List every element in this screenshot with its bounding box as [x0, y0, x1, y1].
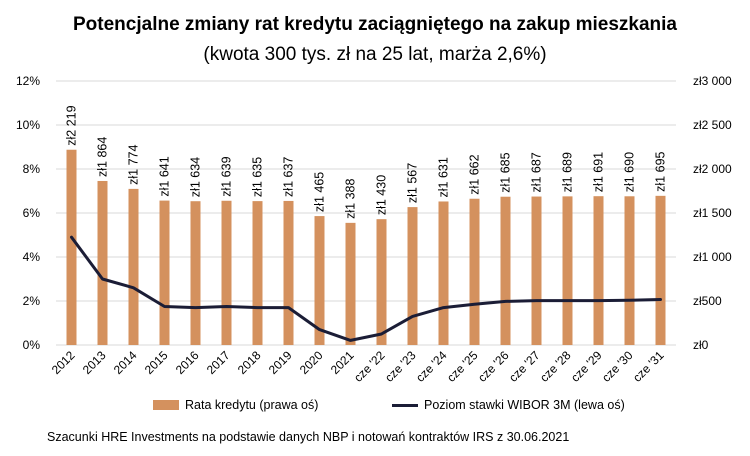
- x-axis-tick-label: 2016: [173, 348, 202, 377]
- bar: [159, 200, 170, 345]
- legend-swatch-bar: [153, 400, 179, 410]
- bar-data-label: zł1 774: [127, 145, 141, 185]
- bar-data-label: zł1 465: [313, 172, 327, 212]
- bar: [531, 196, 542, 345]
- series-line: [70, 235, 662, 342]
- x-axis-tick-label: cze '31: [630, 348, 667, 385]
- bar-data-label: zł1 690: [623, 152, 637, 192]
- left-axis-tick-label: 12%: [16, 74, 40, 88]
- footnote: Szacunki HRE Investments na podstawie da…: [47, 430, 570, 444]
- bar: [66, 149, 77, 345]
- bar-series: [66, 149, 666, 345]
- x-axis-tick-label: 2019: [266, 348, 295, 377]
- x-axis-tick-label: cze '26: [475, 348, 512, 385]
- x-axis-tick-label: cze '28: [537, 348, 574, 385]
- right-axis-ticks: zł0 zł500 zł1 000 zł1 500 zł2 000 zł2 500 zł3 …: [693, 74, 732, 352]
- x-axis-tick-label: 2017: [204, 348, 233, 377]
- legend-label-bar: Rata kredytu (prawa oś): [185, 398, 319, 412]
- bar-data-label: zł1 637: [282, 157, 296, 197]
- x-axis-tick-label: cze '24: [413, 348, 450, 385]
- bar-data-label: zł1 687: [530, 152, 544, 192]
- bar-data-label: zł1 430: [375, 175, 389, 215]
- bar-data-label: zł1 691: [592, 152, 606, 192]
- bar-data-label: zł1 639: [220, 156, 234, 196]
- combo-chart: zł2 219 zł1 864 zł1 774 zł1 641 zł1 634 zł1 6…: [16, 74, 732, 385]
- right-axis-tick-label: zł1 000: [693, 250, 732, 264]
- bar: [376, 219, 387, 345]
- bar: [469, 198, 480, 345]
- x-axis-tick-label: cze '27: [506, 348, 543, 385]
- x-axis-tick-label: 2013: [80, 348, 109, 377]
- bar-data-label: zł1 388: [344, 179, 358, 219]
- x-axis-tick-label: cze '30: [599, 348, 636, 385]
- x-axis-tick-label: cze '23: [382, 348, 419, 385]
- gridlines: [56, 80, 676, 346]
- bar: [655, 195, 666, 345]
- line-series: [70, 235, 662, 342]
- bar-data-label: zł1 864: [96, 137, 110, 177]
- bar-data-label: zł1 695: [654, 151, 668, 191]
- right-axis-tick-label: zł2 500: [693, 118, 732, 132]
- chart-title: Potencjalne zmiany rat kredytu zaciągnię…: [73, 14, 677, 35]
- left-axis-tick-label: 8%: [23, 162, 41, 176]
- x-axis-tick-label: 2014: [111, 348, 140, 377]
- bar: [97, 180, 108, 345]
- x-axis-tick-label: cze '29: [568, 348, 605, 385]
- bar: [624, 196, 635, 345]
- bar-data-label: zł1 635: [251, 157, 265, 197]
- bar-data-label: zł1 685: [499, 152, 513, 192]
- left-axis-tick-label: 2%: [23, 294, 41, 308]
- bar: [438, 201, 449, 345]
- bar: [221, 200, 232, 345]
- x-axis-tick-label: 2012: [49, 348, 78, 377]
- left-axis-tick-label: 4%: [23, 250, 41, 264]
- bar: [283, 200, 294, 345]
- bar-data-label: zł2 219: [65, 105, 79, 145]
- bar-data-labels: zł2 219 zł1 864 zł1 774 zł1 641 zł1 634 zł1 6…: [65, 105, 668, 218]
- bar-data-label: zł1 662: [468, 154, 482, 194]
- x-axis-tick-label: 2020: [297, 348, 326, 377]
- bar-data-label: zł1 631: [437, 157, 451, 197]
- right-axis-tick-label: zł0: [693, 338, 709, 352]
- right-axis-tick-label: zł1 500: [693, 206, 732, 220]
- bar-data-label: zł1 567: [406, 163, 420, 203]
- bar-data-label: zł1 689: [561, 152, 575, 192]
- x-axis-tick-label: cze '25: [444, 348, 481, 385]
- left-axis-tick-label: 10%: [16, 118, 40, 132]
- x-axis-tick-label: cze '22: [351, 348, 388, 385]
- x-axis-ticks: 2012 2013 2014 2015 2016 2017 2018 2019 2020 2021…: [49, 348, 667, 385]
- bar-data-label: zł1 634: [189, 157, 203, 197]
- right-axis-tick-label: zł3 000: [693, 74, 732, 88]
- bar: [345, 222, 356, 345]
- left-axis-tick-label: 6%: [23, 206, 41, 220]
- bar: [252, 201, 263, 345]
- x-axis-tick-label: 2015: [142, 348, 171, 377]
- left-axis-tick-label: 0%: [23, 338, 41, 352]
- legend-label-line: Poziom stawki WIBOR 3M (lewa oś): [424, 398, 625, 412]
- bar: [128, 188, 139, 345]
- bar: [190, 201, 201, 345]
- legend-swatch-line: [392, 403, 418, 407]
- right-axis-tick-label: zł500: [693, 294, 722, 308]
- legend-item-line: Poziom stawki WIBOR 3M (lewa oś): [392, 398, 625, 412]
- legend-item-bar: Rata kredytu (prawa oś): [153, 398, 318, 412]
- bar-data-label: zł1 641: [158, 156, 172, 196]
- bar: [500, 196, 511, 345]
- bar: [314, 216, 325, 345]
- right-axis-tick-label: zł2 000: [693, 162, 732, 176]
- chart-subtitle: (kwota 300 tys. zł na 25 lat, marża 2,6%…: [203, 44, 547, 65]
- left-axis-ticks: 0% 2% 4% 6% 8% 10% 12%: [16, 74, 40, 352]
- bar: [407, 207, 418, 345]
- x-axis-tick-label: 2018: [235, 348, 264, 377]
- bar: [562, 196, 573, 345]
- bar: [593, 196, 604, 345]
